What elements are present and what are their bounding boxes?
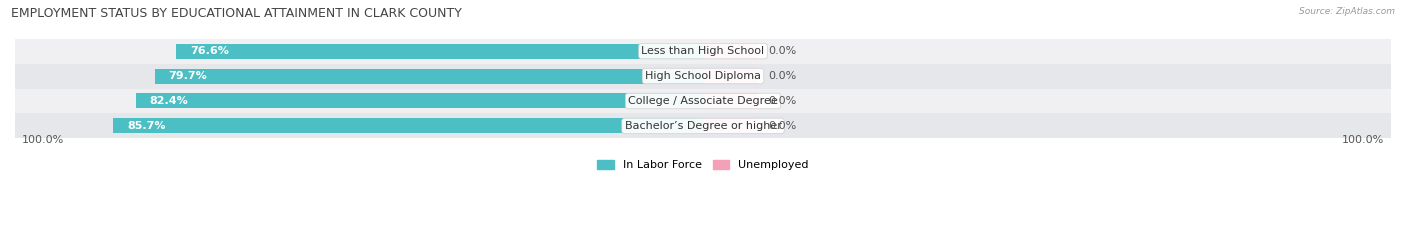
Bar	[703, 93, 758, 108]
Text: 0.0%: 0.0%	[768, 46, 797, 56]
Bar	[703, 44, 758, 58]
Bar	[703, 69, 758, 83]
Text: Less than High School: Less than High School	[641, 46, 765, 56]
Bar	[15, 89, 1391, 113]
Bar	[176, 44, 703, 58]
Bar	[114, 118, 703, 134]
Text: College / Associate Degree: College / Associate Degree	[628, 96, 778, 106]
Bar	[136, 93, 703, 108]
Text: 0.0%: 0.0%	[768, 71, 797, 81]
Text: Source: ZipAtlas.com: Source: ZipAtlas.com	[1299, 7, 1395, 16]
Text: 0.0%: 0.0%	[768, 96, 797, 106]
Legend: In Labor Force, Unemployed: In Labor Force, Unemployed	[593, 155, 813, 175]
Text: 100.0%: 100.0%	[1341, 135, 1384, 145]
Bar	[15, 39, 1391, 64]
Text: 100.0%: 100.0%	[22, 135, 65, 145]
Text: 76.6%: 76.6%	[190, 46, 229, 56]
Text: EMPLOYMENT STATUS BY EDUCATIONAL ATTAINMENT IN CLARK COUNTY: EMPLOYMENT STATUS BY EDUCATIONAL ATTAINM…	[11, 7, 463, 20]
Text: 0.0%: 0.0%	[768, 121, 797, 131]
Bar	[15, 64, 1391, 89]
Bar	[155, 69, 703, 83]
Text: 79.7%: 79.7%	[169, 71, 207, 81]
Text: 85.7%: 85.7%	[127, 121, 166, 131]
Text: High School Diploma: High School Diploma	[645, 71, 761, 81]
Bar	[15, 113, 1391, 138]
Bar	[703, 118, 758, 134]
Text: 82.4%: 82.4%	[150, 96, 188, 106]
Text: Bachelor’s Degree or higher: Bachelor’s Degree or higher	[624, 121, 782, 131]
